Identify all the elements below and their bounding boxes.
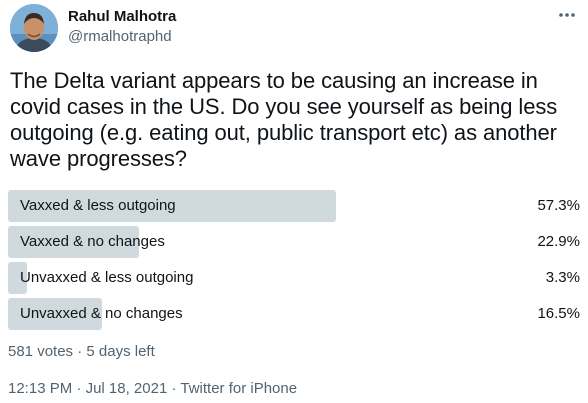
separator: ·	[73, 343, 87, 360]
more-horizontal-icon	[559, 13, 575, 17]
poll-option-percent: 16.5%	[537, 305, 580, 322]
poll-option-bar	[8, 226, 139, 258]
separator: ·	[72, 380, 86, 397]
poll-meta: 581 votes · 5 days left	[8, 343, 155, 361]
poll-option-percent: 57.3%	[537, 197, 580, 214]
more-button[interactable]	[552, 2, 582, 28]
poll-time-left: 5 days left	[86, 343, 155, 360]
tweet-date[interactable]: Jul 18, 2021	[85, 380, 168, 397]
poll-option: Unvaxxed & no changes 16.5%	[8, 298, 580, 330]
poll: Vaxxed & less outgoing 57.3% Vaxxed & no…	[8, 190, 580, 334]
tweet-time[interactable]: 12:13 PM	[8, 380, 73, 397]
poll-option: Vaxxed & less outgoing 57.3%	[8, 190, 580, 222]
poll-option-label: Unvaxxed & less outgoing	[20, 269, 194, 286]
poll-option-label: Vaxxed & less outgoing	[20, 197, 176, 214]
poll-vote-count: 581 votes	[8, 343, 74, 360]
poll-option-label: Unvaxxed & no changes	[20, 305, 183, 322]
poll-option-percent: 3.3%	[545, 269, 580, 286]
poll-option: Unvaxxed & less outgoing 3.3%	[8, 262, 580, 294]
author-handle[interactable]: @rmalhotraphd	[68, 28, 172, 45]
tweet-timestamp: 12:13 PM · Jul 18, 2021 · Twitter for iP…	[8, 380, 297, 398]
poll-option-label: Vaxxed & no changes	[20, 233, 165, 250]
poll-option-bar	[8, 262, 27, 294]
tweet-text: The Delta variant appears to be causing …	[10, 68, 558, 171]
separator: ·	[167, 380, 181, 397]
poll-option-bar	[8, 298, 102, 330]
author-display-name[interactable]: Rahul Malhotra	[68, 8, 177, 25]
poll-option-bar	[8, 190, 336, 222]
tweet-source[interactable]: Twitter for iPhone	[180, 380, 298, 397]
avatar[interactable]	[10, 4, 58, 52]
poll-option-percent: 22.9%	[537, 233, 580, 250]
poll-option: Vaxxed & no changes 22.9%	[8, 226, 580, 258]
